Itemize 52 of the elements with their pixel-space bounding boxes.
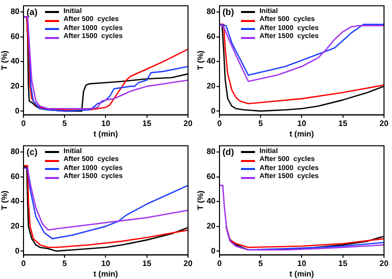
y-tick-label: 40 [206, 196, 216, 206]
y-tick-label: 60 [206, 32, 216, 41]
y-tick-label: 40 [206, 56, 216, 66]
y-axis-title: T (%) [0, 50, 10, 70]
x-tick-label: 15 [338, 118, 348, 128]
y-axis-title: T (%) [196, 190, 206, 210]
annotation: (b) [222, 6, 234, 17]
x-tick-label: 0 [21, 258, 26, 268]
y-tick-label: 40 [10, 56, 20, 66]
y-tick-label: 80 [10, 7, 20, 16]
y-tick-label: 20 [10, 82, 20, 91]
x-tick-label: 10 [297, 118, 307, 128]
x-axis-title: t (min) [94, 269, 118, 278]
y-tick-label: 20 [206, 222, 216, 231]
annotation: (d) [222, 146, 234, 157]
x-tick-label: 15 [142, 258, 152, 268]
x-axis-title: t (min) [290, 129, 314, 138]
x-tick-label: 5 [258, 258, 264, 268]
x-tick-label: 5 [258, 118, 264, 128]
y-tick-label: 0 [211, 246, 216, 256]
x-tick-label: 0 [21, 118, 26, 128]
y-axis-title: T (%) [0, 190, 10, 210]
y-tick-label: 60 [10, 172, 20, 181]
y-tick-label: 0 [15, 246, 20, 256]
y-tick-label: 0 [15, 106, 20, 116]
annotation: (a) [26, 6, 38, 17]
y-tick-label: 80 [10, 147, 20, 156]
x-tick-label: 20 [184, 118, 193, 128]
y-tick-label: 80 [206, 7, 216, 16]
x-tick-label: 0 [217, 258, 222, 268]
y-tick-label: 20 [206, 82, 216, 91]
annotation: (c) [26, 146, 38, 157]
y-tick-label: 60 [206, 172, 216, 181]
x-tick-label: 0 [217, 118, 222, 128]
x-tick-label: 20 [380, 118, 389, 128]
y-tick-label: 80 [206, 147, 216, 156]
y-tick-label: 20 [10, 222, 20, 231]
x-tick-label: 10 [101, 258, 111, 268]
y-tick-label: 60 [10, 32, 20, 41]
x-axis-title: t (min) [290, 269, 314, 278]
x-tick-label: 15 [338, 258, 348, 268]
y-tick-label: 0 [211, 106, 216, 116]
x-axis-title: t (min) [94, 129, 118, 138]
x-tick-label: 10 [297, 258, 307, 268]
y-axis-title: T (%) [196, 50, 206, 70]
x-tick-label: 10 [101, 118, 111, 128]
x-tick-label: 20 [380, 258, 389, 268]
x-tick-label: 20 [184, 258, 193, 268]
x-tick-label: 15 [142, 118, 152, 128]
y-tick-label: 40 [10, 196, 20, 206]
x-tick-label: 5 [62, 118, 68, 128]
x-tick-label: 5 [62, 258, 68, 268]
